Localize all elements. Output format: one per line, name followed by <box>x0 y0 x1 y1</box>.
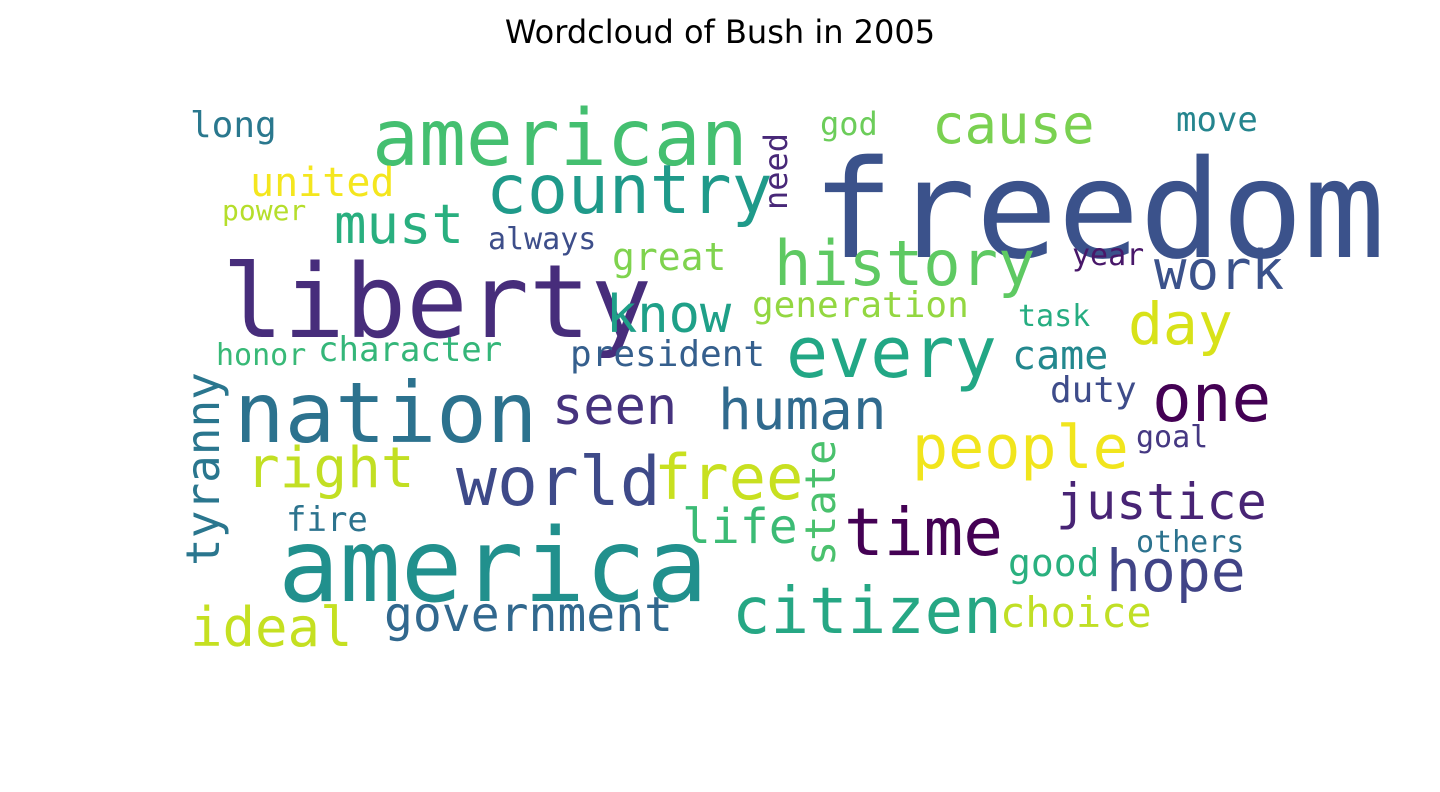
word-world: world <box>456 443 661 522</box>
word-good: good <box>1008 541 1100 585</box>
word-character: character <box>318 330 503 370</box>
word-ideal: ideal <box>190 596 353 659</box>
word-work: work <box>1154 239 1285 302</box>
word-american: american <box>372 94 748 184</box>
word-liberty: liberty <box>222 243 652 362</box>
word-fire: fire <box>286 500 368 540</box>
word-freedom: freedom <box>812 132 1386 290</box>
word-country: country <box>486 151 773 230</box>
word-state: state <box>796 439 845 566</box>
word-justice: justice <box>1056 473 1267 531</box>
word-one: one <box>1152 360 1272 437</box>
word-generation: generation <box>752 285 969 326</box>
word-nation: nation <box>234 364 538 462</box>
word-people: people <box>912 413 1129 483</box>
word-must: must <box>334 193 465 256</box>
word-always: always <box>488 222 597 257</box>
word-seen: seen <box>552 377 678 437</box>
word-united: united <box>250 160 395 206</box>
word-long: long <box>190 105 277 146</box>
word-citizen: citizen <box>732 575 1002 649</box>
word-day: day <box>1128 290 1233 358</box>
word-president: president <box>570 334 766 375</box>
word-came: came <box>1012 333 1109 379</box>
word-others: others <box>1136 525 1245 560</box>
word-cause: cause <box>932 93 1095 156</box>
word-hope: hope <box>1106 537 1246 605</box>
word-great: great <box>612 235 727 279</box>
word-every: every <box>786 312 997 394</box>
word-life: life <box>682 499 798 555</box>
word-tyranny: tyranny <box>176 372 230 566</box>
word-need: need <box>757 132 795 210</box>
word-task: task <box>1018 299 1091 334</box>
word-honor: honor <box>216 338 307 373</box>
word-god: god <box>820 105 878 143</box>
word-power: power <box>222 194 307 227</box>
word-history: history <box>774 227 1036 300</box>
word-time: time <box>844 494 1003 571</box>
word-year: year <box>1072 238 1145 273</box>
word-duty: duty <box>1050 370 1137 411</box>
chart-title: Wordcloud of Bush in 2005 <box>504 13 936 51</box>
word-move: move <box>1176 100 1258 140</box>
word-know: know <box>606 285 732 345</box>
word-human: human <box>718 378 887 443</box>
word-goal: goal <box>1136 420 1209 455</box>
word-choice: choice <box>1000 588 1152 637</box>
word-free: free <box>654 441 804 514</box>
word-government: government <box>384 587 673 643</box>
word-right: right <box>246 436 415 501</box>
word-america: america <box>278 507 708 626</box>
